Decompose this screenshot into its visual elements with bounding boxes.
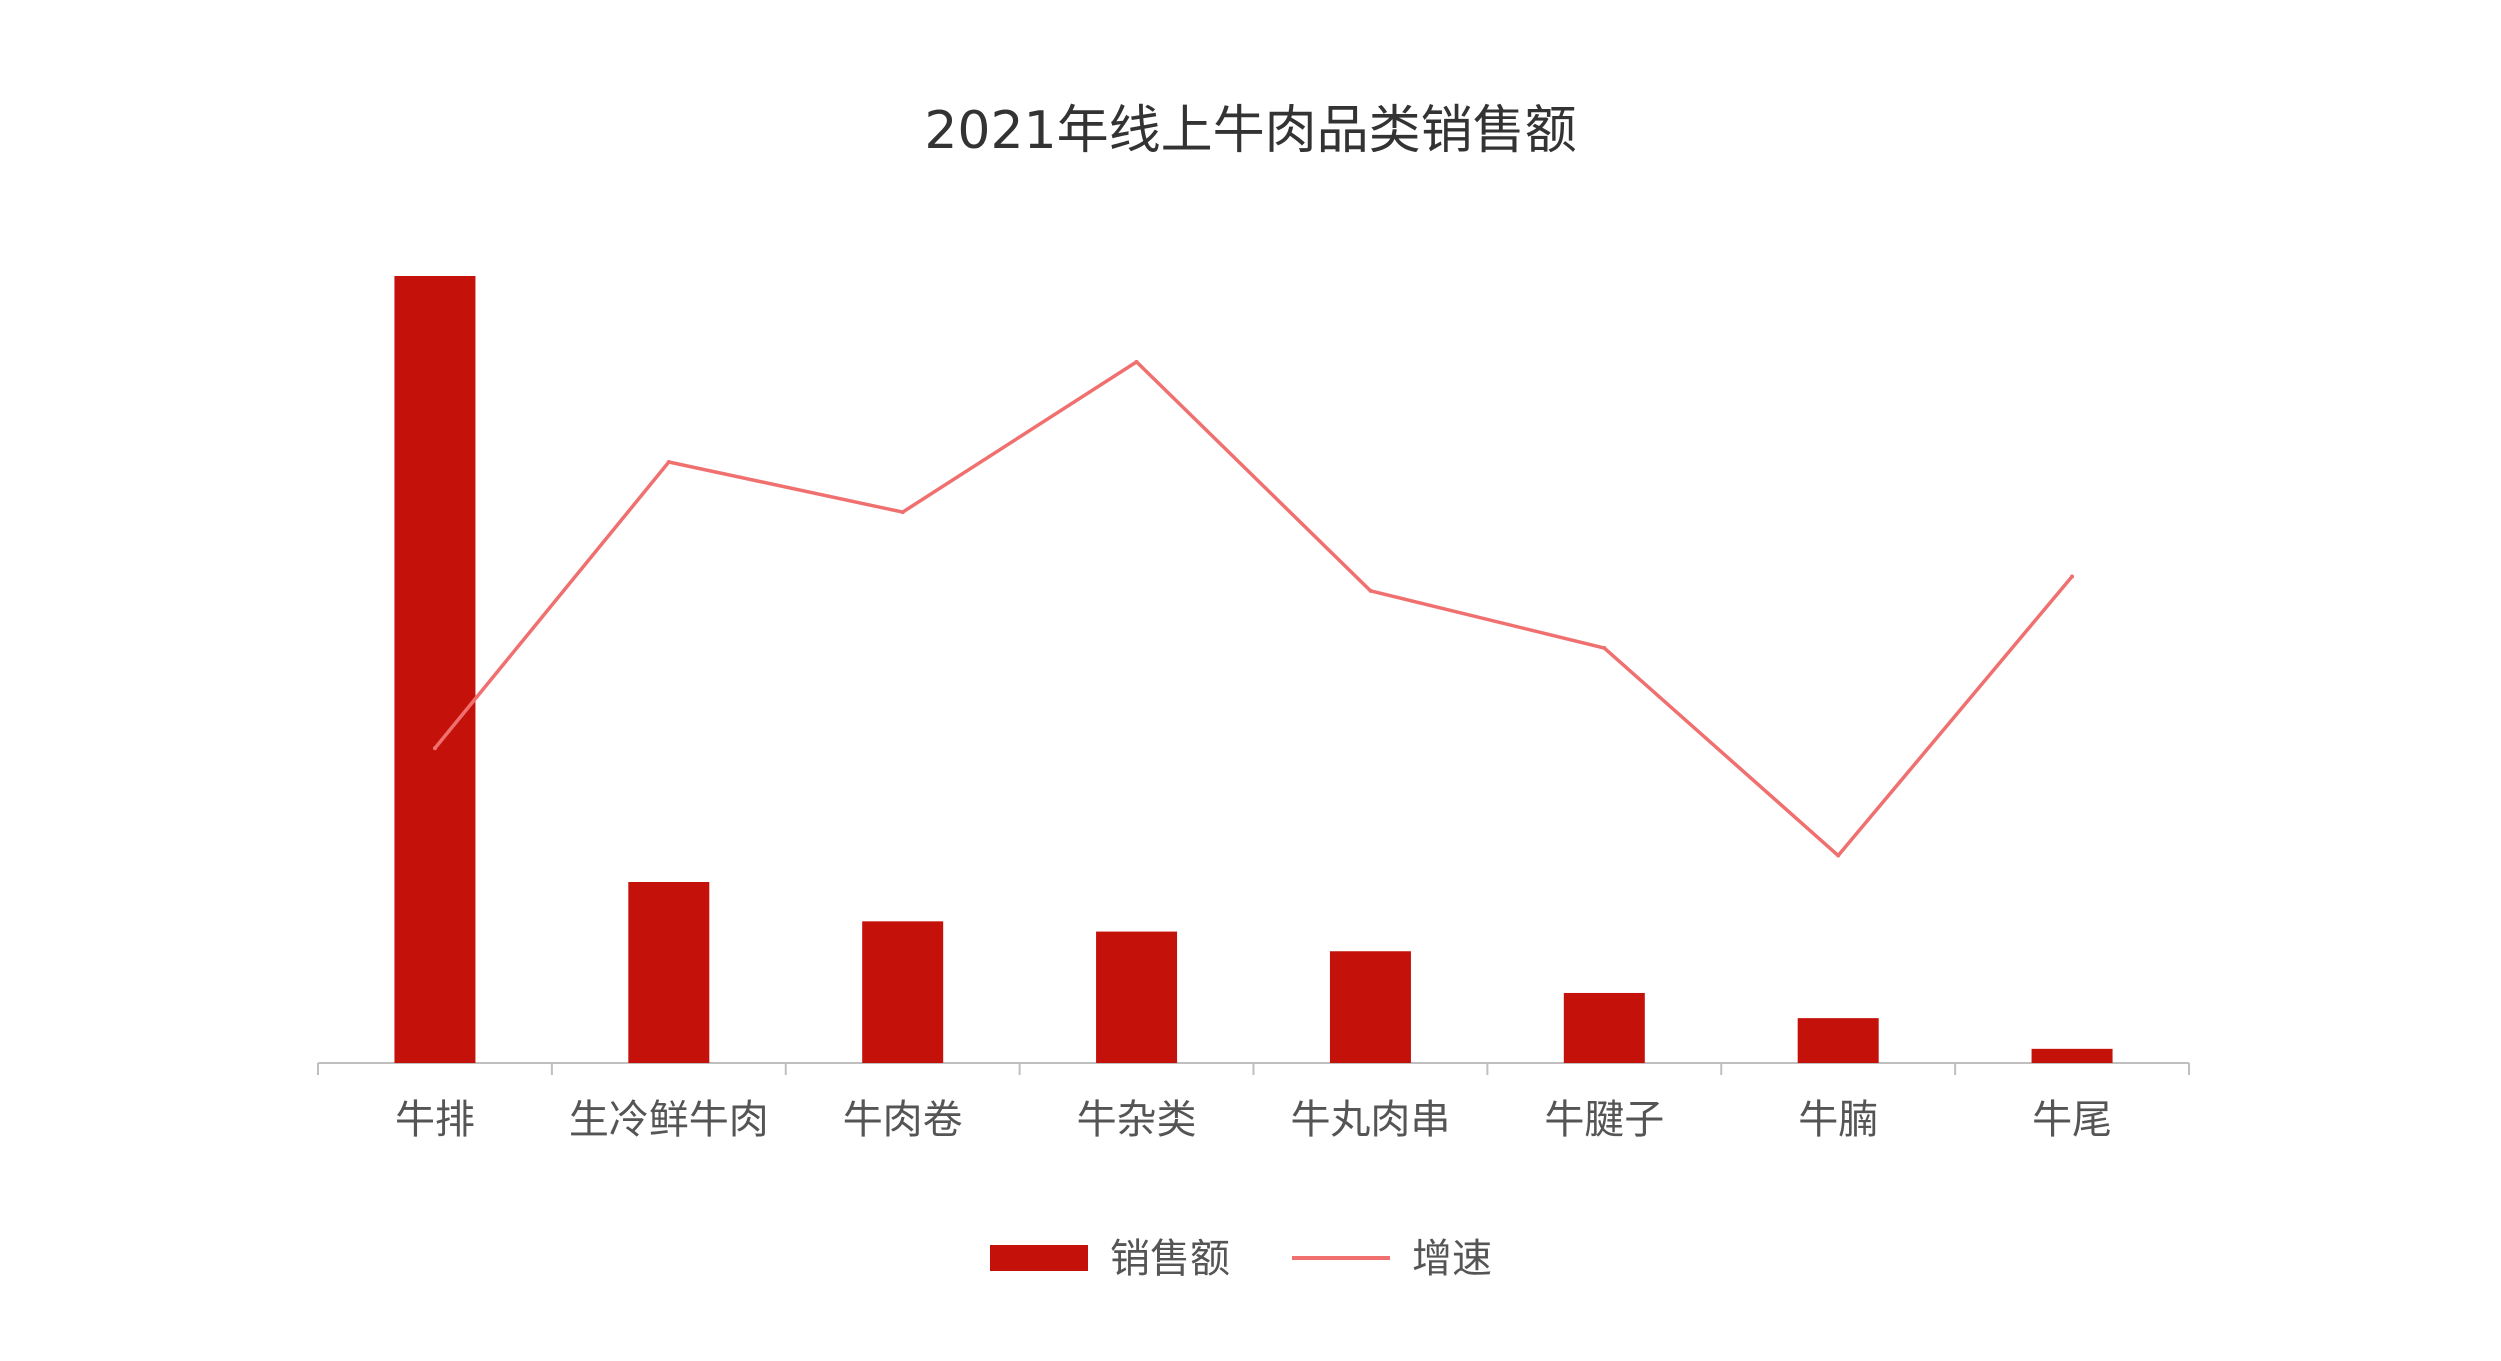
x-tick-label: 牛排 [395, 1097, 475, 1143]
bar-6 [1563, 992, 1645, 1063]
legend-label-bar: 销售额 [1110, 1236, 1230, 1282]
growth-point-8 [2070, 574, 2075, 579]
growth-line [433, 360, 2074, 858]
bar-2 [628, 881, 710, 1063]
growth-point-5 [1368, 588, 1373, 593]
x-tick-labels: 牛排 生冷鲜牛肉 牛肉卷 牛杂类 牛丸肉串 牛腱子 牛腩 牛尾 [395, 1097, 2112, 1143]
bar-5 [1329, 951, 1411, 1063]
line-series [432, 359, 2075, 858]
x-tick-label: 牛腱子 [1544, 1097, 1664, 1143]
x-axis [317, 1062, 2190, 1075]
legend-label-line: 增速 [1412, 1236, 1492, 1282]
growth-point-2 [666, 460, 671, 465]
growth-point-1 [432, 746, 437, 751]
growth-point-4 [1134, 359, 1139, 364]
growth-point-7 [1836, 853, 1841, 858]
bar-8 [2031, 1048, 2113, 1063]
bar-7 [1797, 1018, 1879, 1063]
x-tick-label: 生冷鲜牛肉 [569, 1097, 769, 1143]
growth-point-3 [900, 510, 905, 515]
x-tick-label: 牛尾 [2032, 1097, 2112, 1143]
legend: 销售额 增速 [990, 1236, 1492, 1282]
bar-4 [1096, 931, 1178, 1063]
growth-point-6 [1602, 646, 1607, 651]
x-tick-label: 牛腩 [1798, 1097, 1878, 1143]
bar-series [394, 276, 2113, 1063]
bar-1 [394, 276, 476, 1063]
chart-title: 2021年线上牛肉品类销售额 [924, 101, 1577, 161]
legend-swatch-bar [990, 1245, 1088, 1271]
x-tick-label: 牛杂类 [1077, 1097, 1197, 1143]
x-tick-label: 牛丸肉串 [1290, 1097, 1450, 1143]
bar-3 [862, 921, 944, 1063]
x-tick-label: 牛肉卷 [843, 1097, 963, 1143]
